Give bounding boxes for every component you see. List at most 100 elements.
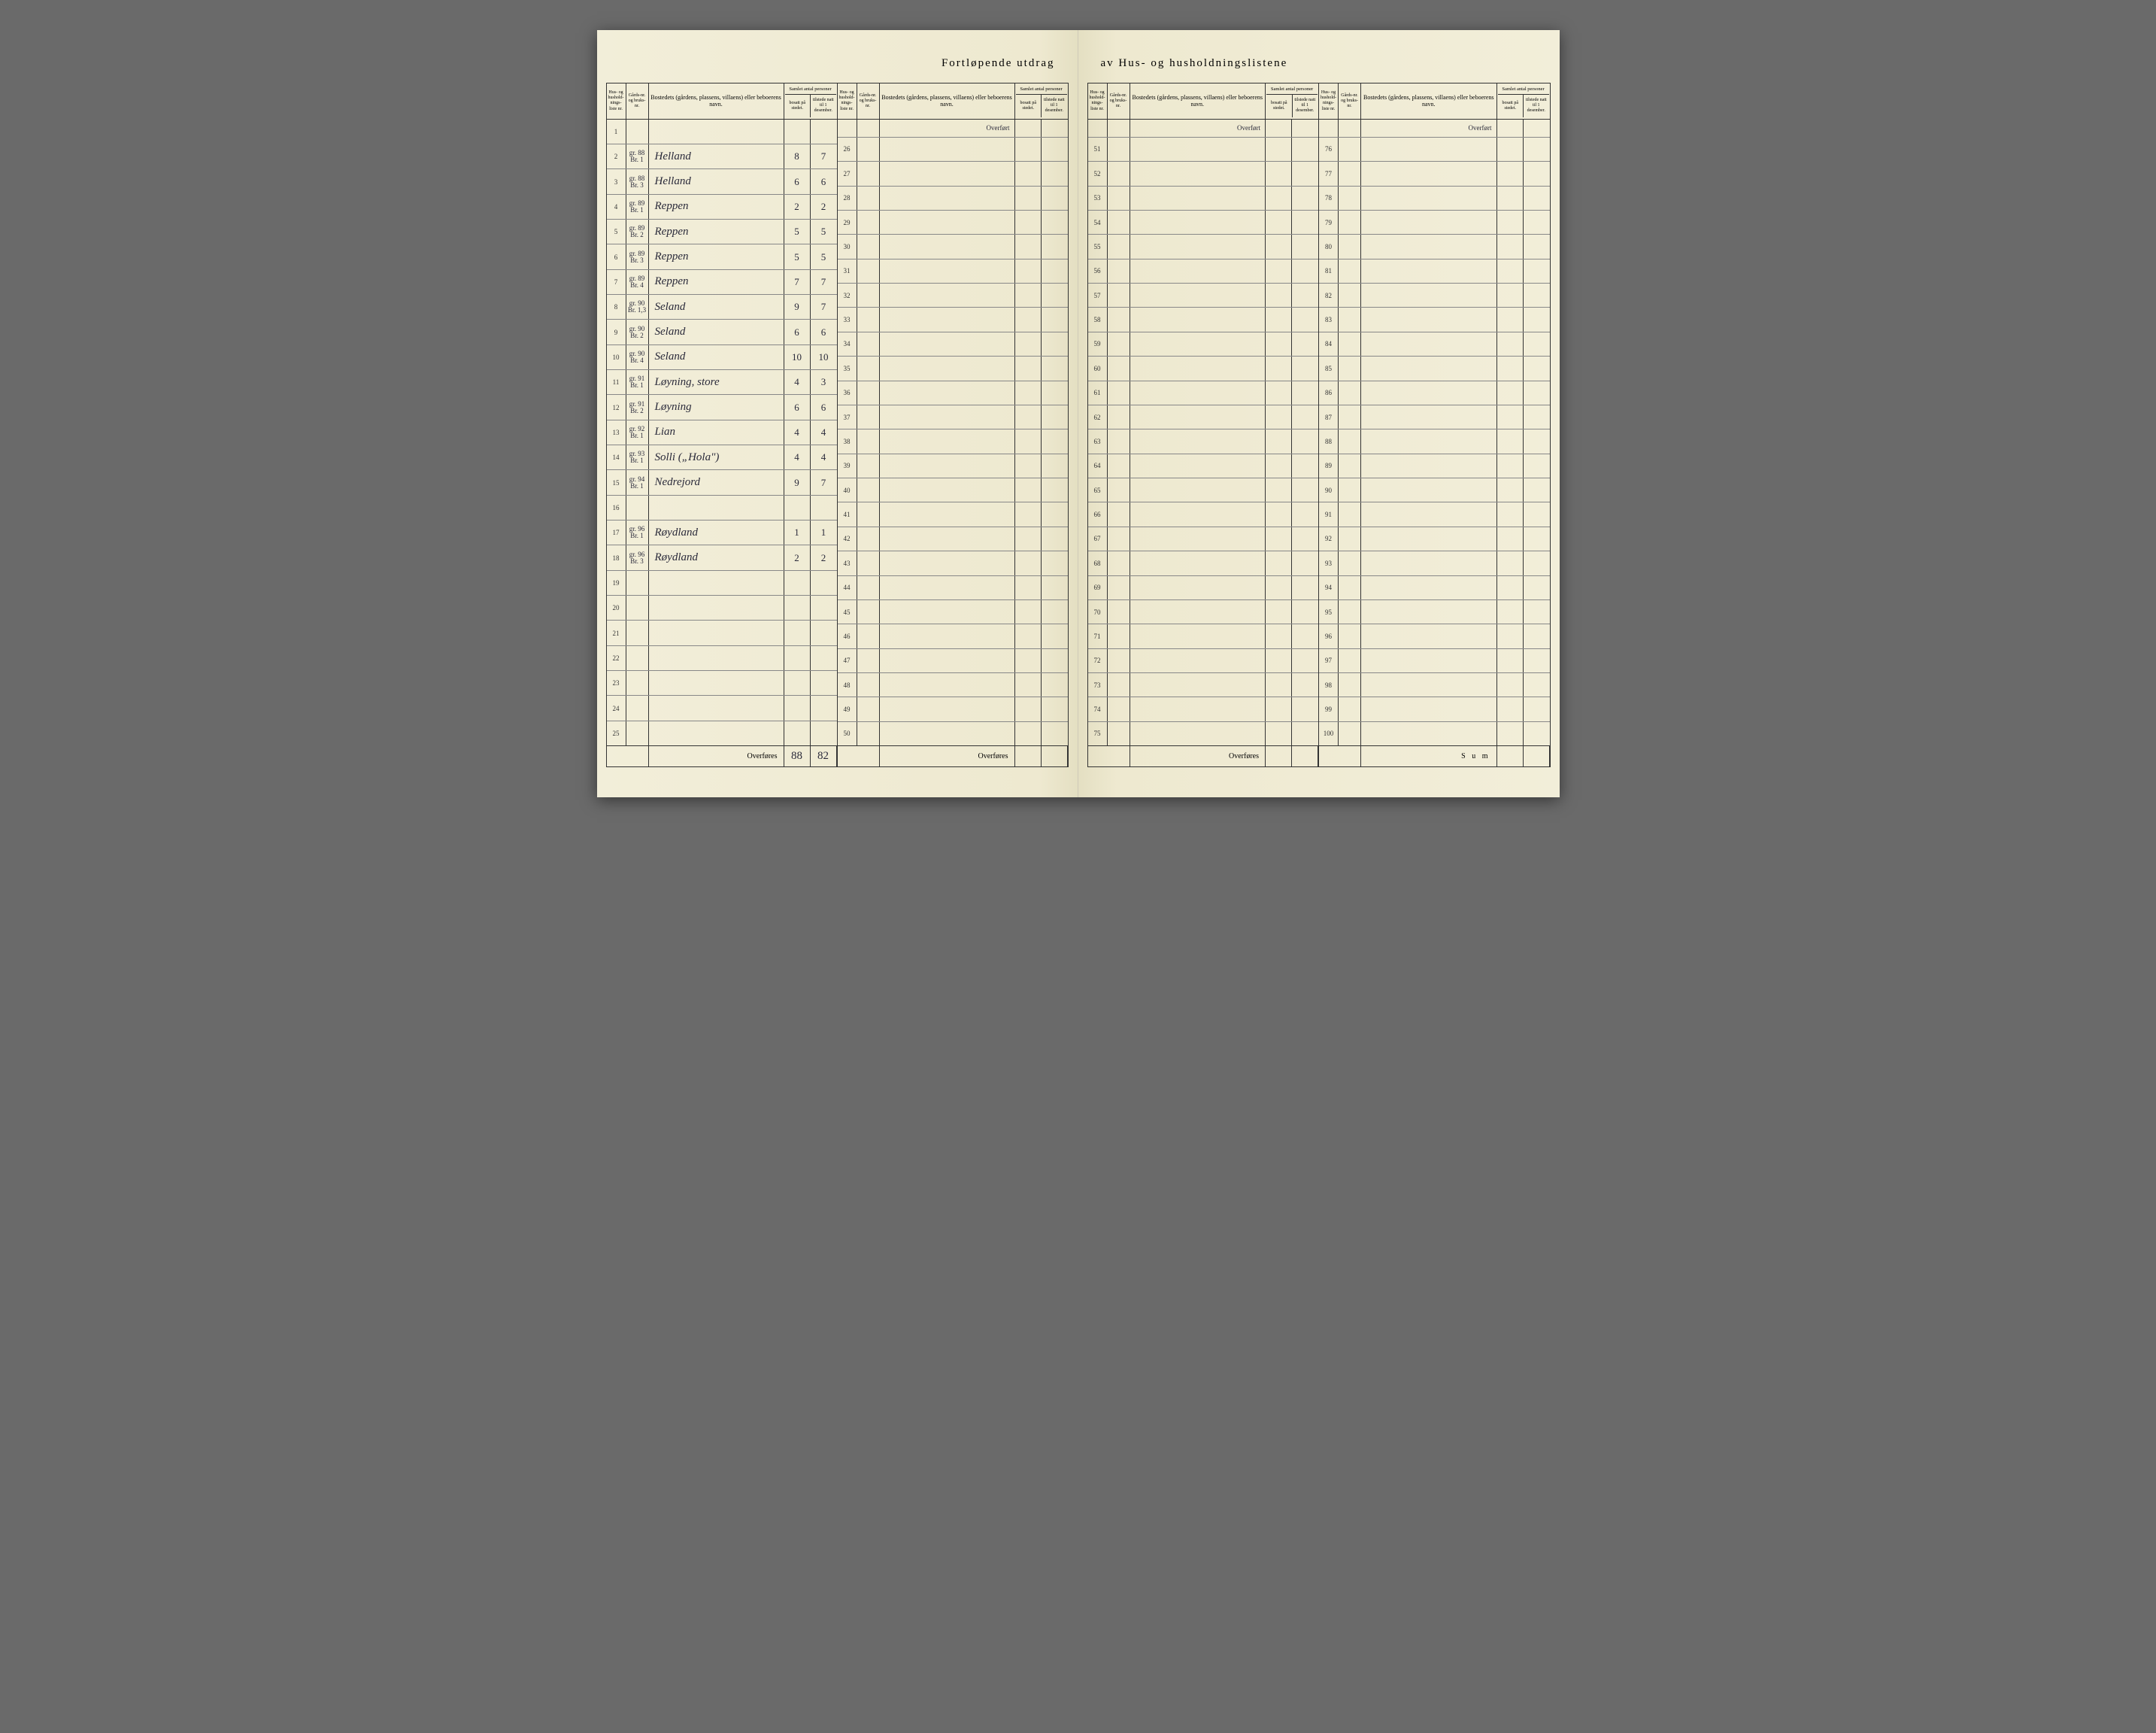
- cell-bosatt: [784, 596, 811, 620]
- cell-liste-nr: 13: [607, 420, 626, 445]
- cell-liste-nr: 21: [607, 621, 626, 645]
- cell-bosatt: [784, 721, 811, 745]
- cell-tilstede: [811, 120, 837, 144]
- cell-liste-nr: 12: [607, 395, 626, 419]
- table-row: 18gr. 96Br. 3Røydland22: [607, 545, 837, 570]
- cell-gards-nr: gr. 91Br. 1: [626, 370, 649, 394]
- cell-liste-nr: 75: [1088, 722, 1108, 745]
- cell-bosted-navn: Røydland: [649, 521, 784, 545]
- table-row: 36: [838, 381, 1068, 405]
- cell-liste-nr: 86: [1319, 381, 1339, 405]
- cell-gards-nr: gr. 96Br. 3: [626, 545, 649, 569]
- cell-liste-nr: 85: [1319, 357, 1339, 380]
- cell-liste-nr: 96: [1319, 624, 1339, 648]
- cell-liste-nr: 71: [1088, 624, 1108, 648]
- header-bosatt: bosatt på stedet.: [785, 95, 811, 117]
- table-row: 25: [607, 721, 837, 745]
- cell-bosatt: [784, 696, 811, 720]
- table-row: 42: [838, 527, 1068, 551]
- cell-liste-nr: 83: [1319, 308, 1339, 331]
- table-row: 89: [1319, 454, 1550, 478]
- table-row: 62: [1088, 405, 1319, 429]
- overfort-row: Overført: [838, 120, 1068, 138]
- cell-liste-nr: 70: [1088, 600, 1108, 624]
- cell-liste-nr: 24: [607, 696, 626, 720]
- cell-liste-nr: 76: [1319, 138, 1339, 161]
- table-row: 44: [838, 576, 1068, 600]
- cell-bosted-navn: Løyning: [649, 395, 784, 419]
- ledger-spread: Fortløpende utdrag Hus- og hushold-nings…: [597, 30, 1560, 797]
- cell-bosted-navn: [649, 120, 784, 144]
- header-liste: Hus- og hushold-nings-liste nr.: [607, 83, 626, 119]
- cell-gards-nr: [626, 646, 649, 670]
- cell-liste-nr: 66: [1088, 502, 1108, 526]
- table-header: Hus- og hushold-nings-liste nr. Gårds-nr…: [607, 83, 837, 120]
- table-row: 46: [838, 624, 1068, 648]
- table-row: 13gr. 92Br. 1Lian44: [607, 420, 837, 445]
- cell-bosted-navn: [649, 496, 784, 520]
- table-row: 31: [838, 259, 1068, 284]
- cell-liste-nr: 20: [607, 596, 626, 620]
- cell-liste-nr: 65: [1088, 478, 1108, 502]
- table-row: 86: [1319, 381, 1550, 405]
- cell-liste-nr: 55: [1088, 235, 1108, 258]
- table-row: 82: [1319, 284, 1550, 308]
- cell-gards-nr: [626, 696, 649, 720]
- cell-liste-nr: 56: [1088, 259, 1108, 283]
- table-row: 58: [1088, 308, 1319, 332]
- table-row: 79: [1319, 211, 1550, 235]
- cell-gards-nr: [626, 496, 649, 520]
- cell-liste-nr: 82: [1319, 284, 1339, 307]
- cell-tilstede: 7: [811, 470, 837, 494]
- table-row: 41: [838, 502, 1068, 527]
- cell-tilstede: 5: [811, 220, 837, 244]
- cell-liste-nr: 7: [607, 270, 626, 294]
- cell-tilstede: [811, 621, 837, 645]
- table-row: 1: [607, 120, 837, 144]
- cell-liste-nr: 14: [607, 445, 626, 469]
- table-header: Hus- og hushold-nings-liste nr. Gårds-nr…: [1319, 83, 1550, 120]
- cell-tilstede: 4: [811, 420, 837, 445]
- table-row: 3gr. 88Br. 3Helland66: [607, 169, 837, 194]
- cell-liste-nr: 36: [838, 381, 857, 405]
- cell-liste-nr: 1: [607, 120, 626, 144]
- table-row: 66: [1088, 502, 1319, 527]
- header-samlet: Samlet antal personer bosatt på stedet. …: [784, 83, 837, 119]
- table-row: 38: [838, 429, 1068, 454]
- cell-liste-nr: 46: [838, 624, 857, 648]
- cell-liste-nr: 49: [838, 697, 857, 721]
- cell-bosted-navn: [649, 621, 784, 645]
- cell-liste-nr: 18: [607, 545, 626, 569]
- cell-gards-nr: [626, 120, 649, 144]
- cell-gards-nr: gr. 96Br. 1: [626, 521, 649, 545]
- table-row: 7gr. 89Br. 4Reppen77: [607, 270, 837, 295]
- cell-bosted-navn: [649, 721, 784, 745]
- table-row: 97: [1319, 649, 1550, 673]
- table-row: 84: [1319, 332, 1550, 357]
- cell-liste-nr: 2: [607, 144, 626, 168]
- cell-liste-nr: 29: [838, 211, 857, 234]
- table-row: 48: [838, 673, 1068, 697]
- table-row: 57: [1088, 284, 1319, 308]
- cell-bosted-navn: Solli („Hola"): [649, 445, 784, 469]
- footer-overfores: Overføres: [1088, 745, 1319, 766]
- cell-liste-nr: 100: [1319, 722, 1339, 745]
- cell-liste-nr: 22: [607, 646, 626, 670]
- cell-liste-nr: 78: [1319, 187, 1339, 210]
- table-row: 59: [1088, 332, 1319, 357]
- cell-liste-nr: 48: [838, 673, 857, 697]
- cell-gards-nr: [626, 596, 649, 620]
- cell-bosted-navn: Seland: [649, 345, 784, 369]
- cell-liste-nr: 17: [607, 521, 626, 545]
- table-row: 20: [607, 596, 837, 621]
- title-right: av Hus- og husholdningslistene: [1101, 57, 1288, 70]
- cell-tilstede: [811, 671, 837, 695]
- table-row: 94: [1319, 576, 1550, 600]
- cell-liste-nr: 58: [1088, 308, 1108, 331]
- table-row: 88: [1319, 429, 1550, 454]
- cell-bosted-navn: Seland: [649, 295, 784, 319]
- cell-gards-nr: gr. 89Br. 1: [626, 195, 649, 219]
- cell-liste-nr: 73: [1088, 673, 1108, 697]
- table-row: 73: [1088, 673, 1319, 697]
- table-row: 92: [1319, 527, 1550, 551]
